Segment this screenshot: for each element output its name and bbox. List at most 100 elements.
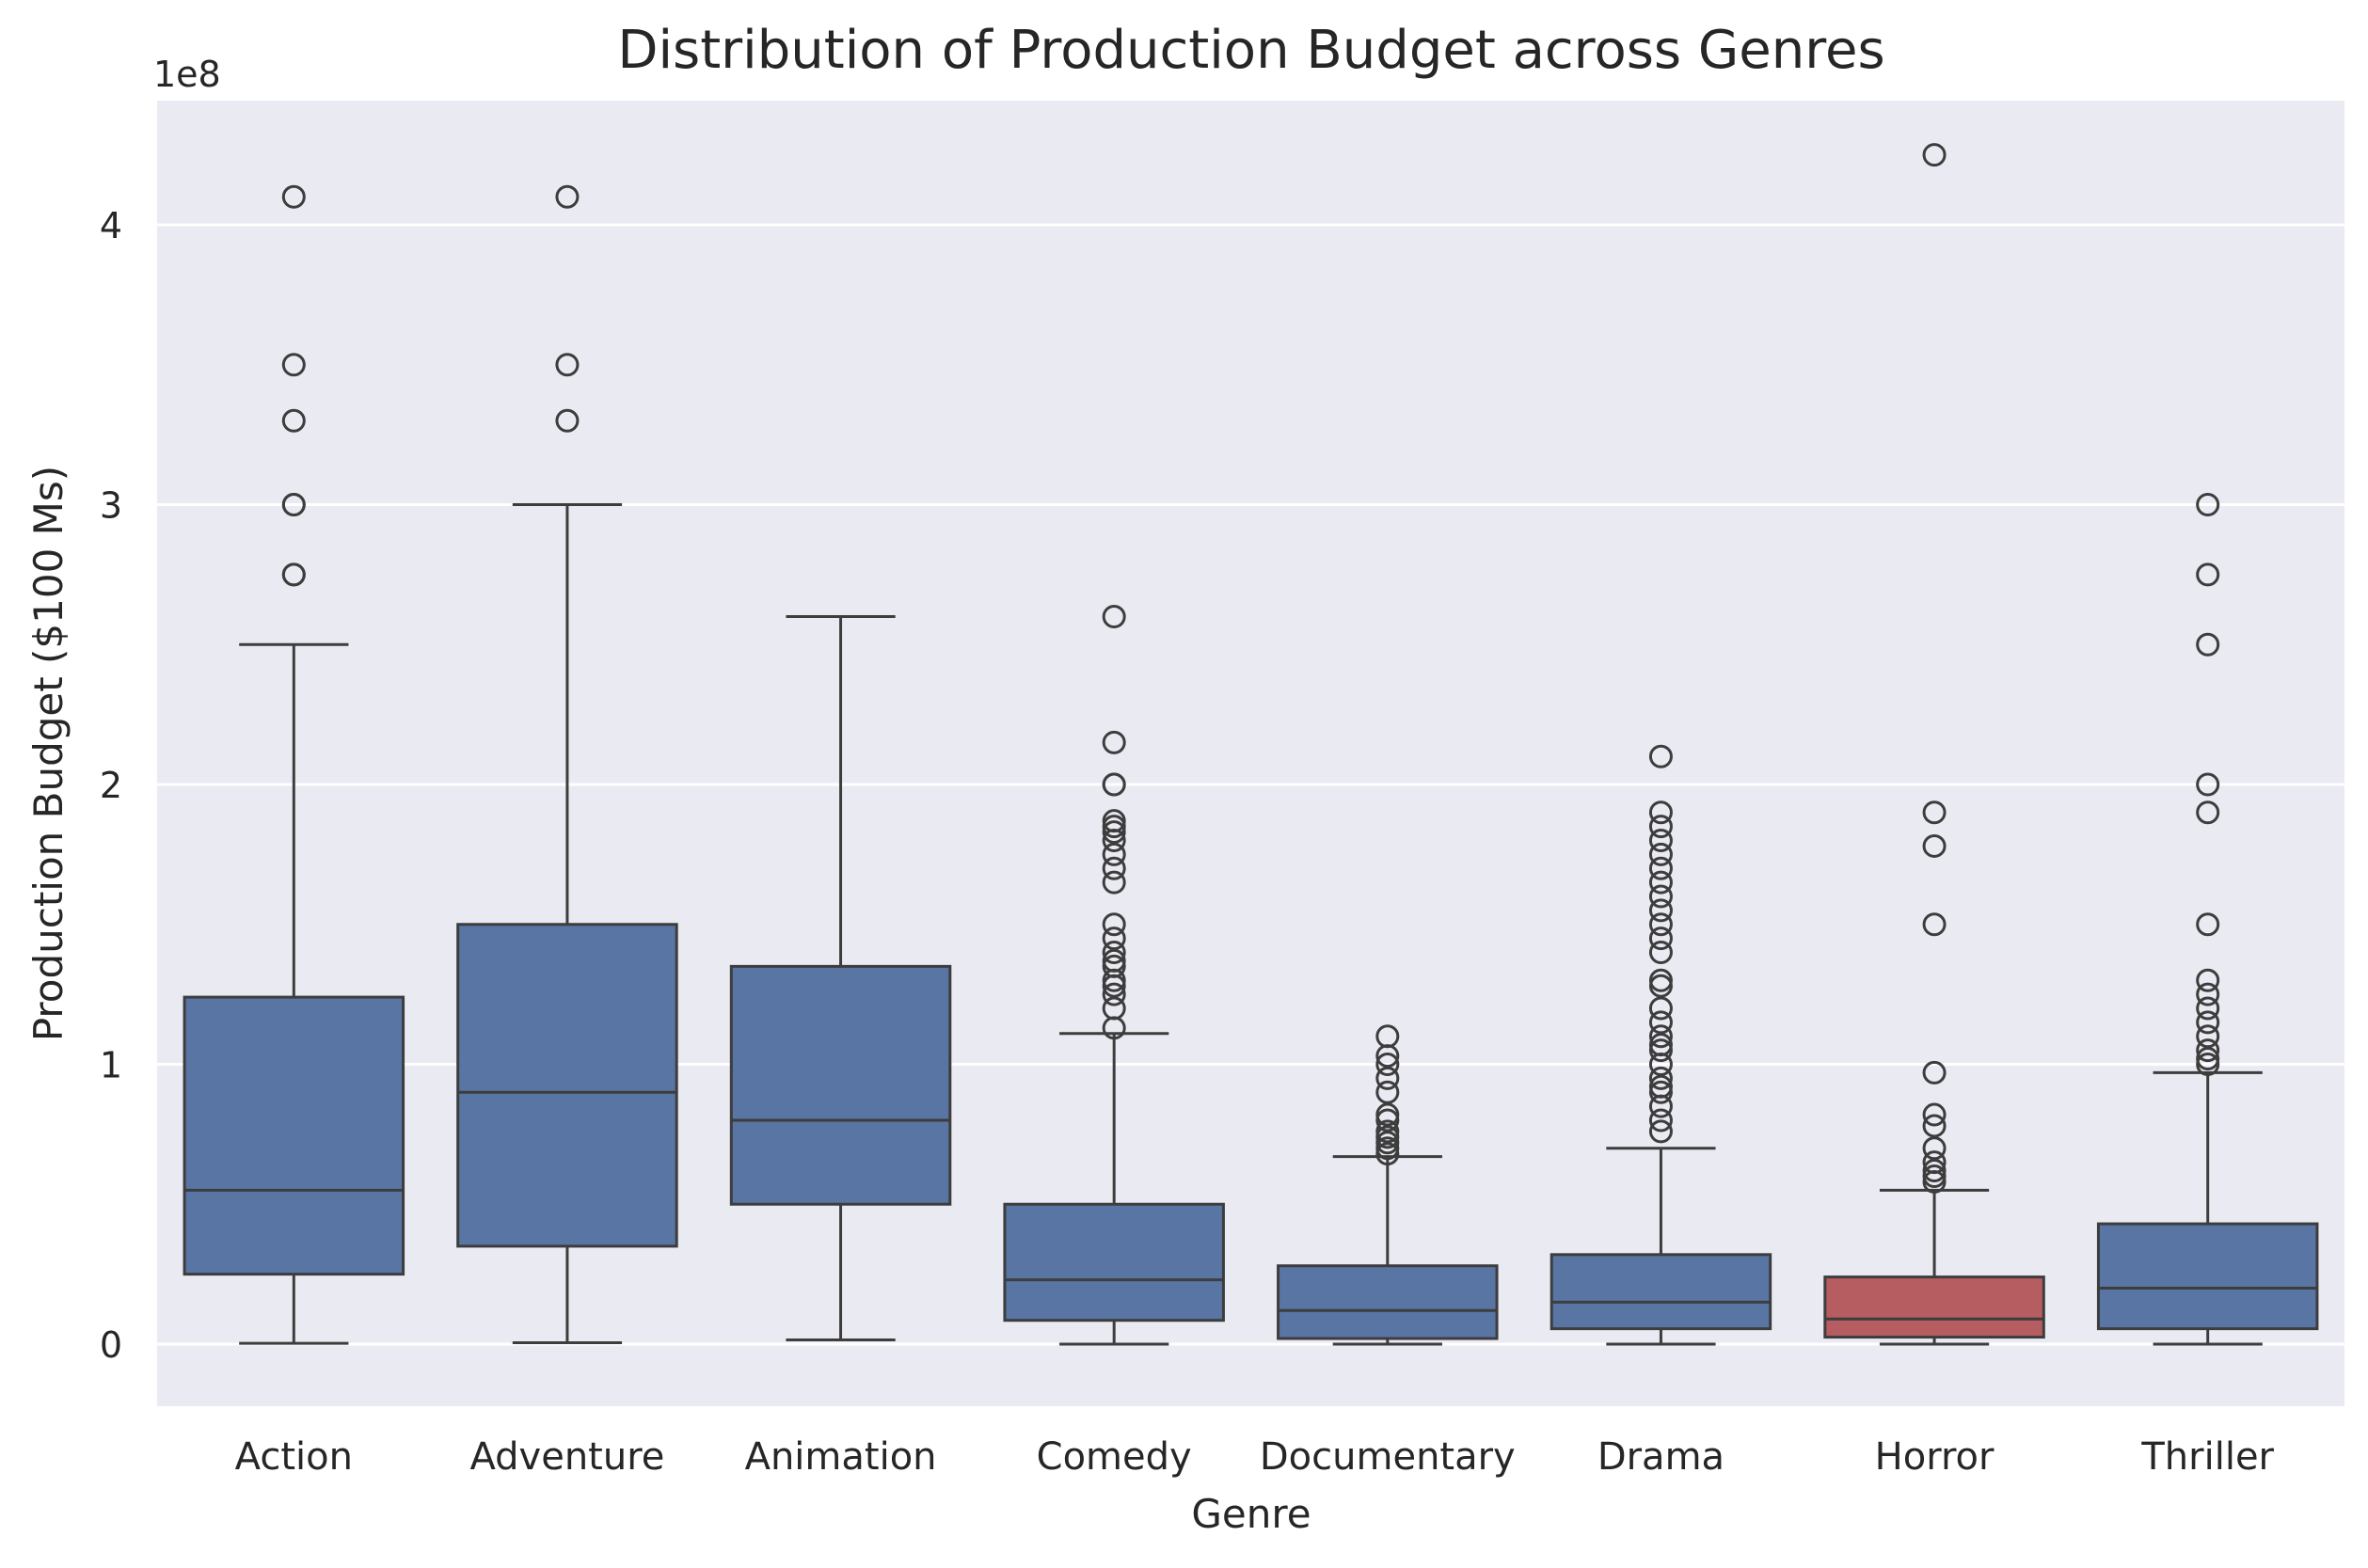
box-thriller (2096, 493, 2319, 1346)
outlier-comedy-9 (1102, 856, 1126, 880)
outlier-comedy-11 (1102, 912, 1126, 937)
iqr-box-adventure (456, 923, 678, 1248)
outlier-documentary-4 (1375, 1080, 1400, 1104)
outlier-thriller-13 (2196, 1053, 2220, 1076)
outlier-comedy-8 (1102, 842, 1126, 866)
iqr-box-action (183, 995, 405, 1276)
outlier-drama-2 (1648, 815, 1673, 839)
outlier-drama-24 (1648, 1108, 1673, 1132)
outlier-horror-9 (1922, 1159, 1947, 1183)
outlier-horror-4 (1922, 1060, 1947, 1085)
outlier-drama-11 (1648, 941, 1673, 964)
outlier-horror-3 (1922, 912, 1947, 937)
outlier-comedy-6 (1102, 820, 1126, 845)
outlier-thriller-12 (2196, 1047, 2220, 1071)
outlier-documentary-11 (1375, 1142, 1400, 1166)
iqr-box-horror (1823, 1275, 2045, 1339)
outlier-comedy-16 (1102, 968, 1126, 992)
outlier-drama-7 (1648, 884, 1673, 909)
outlier-drama-25 (1648, 1119, 1673, 1144)
outlier-drama-14 (1648, 996, 1673, 1021)
box-documentary (1277, 1024, 1499, 1346)
outlier-comedy-18 (1102, 982, 1126, 1006)
y-tick-label-4: 4 (100, 205, 122, 246)
outlier-drama-4 (1648, 842, 1673, 866)
outlier-documentary-9 (1375, 1131, 1400, 1155)
outlier-thriller-9 (2196, 1010, 2220, 1035)
y-offset-label: 1e8 (153, 54, 221, 95)
outlier-horror-5 (1922, 1102, 1947, 1127)
outlier-drama-10 (1648, 927, 1673, 951)
x-tick-label-adventure: Adventure (469, 1435, 664, 1479)
outlier-action-2 (281, 408, 306, 433)
outlier-action-0 (281, 184, 306, 209)
outlier-comedy-1 (1102, 730, 1126, 754)
outlier-adventure-0 (555, 184, 580, 209)
x-tick-label-action: Action (235, 1435, 353, 1479)
box-animation (729, 615, 952, 1342)
x-tick-label-animation: Animation (745, 1435, 937, 1479)
x-tick-label-horror: Horror (1875, 1435, 1995, 1479)
outlier-thriller-1 (2196, 562, 2220, 587)
y-tick-label-2: 2 (100, 765, 122, 806)
outlier-horror-10 (1922, 1164, 1947, 1188)
box-drama (1550, 744, 1772, 1346)
outlier-drama-12 (1648, 968, 1673, 992)
y-tick-label-1: 1 (100, 1045, 122, 1086)
box-action (183, 184, 405, 1345)
outlier-documentary-10 (1375, 1136, 1400, 1161)
outlier-documentary-2 (1375, 1053, 1400, 1076)
y-axis-label: Production Budget ($100 Ms) (25, 466, 72, 1041)
iqr-box-drama (1550, 1253, 1772, 1331)
outlier-thriller-11 (2196, 1038, 2220, 1063)
y-tick-labels: 0 1 2 3 4 (100, 205, 122, 1366)
outlier-documentary-7 (1375, 1119, 1400, 1144)
outlier-comedy-7 (1102, 829, 1126, 852)
outlier-drama-16 (1648, 1024, 1673, 1049)
x-tick-labels: Action Adventure Animation Comedy Documentar… (235, 1435, 2275, 1479)
outlier-thriller-5 (2196, 912, 2220, 937)
outlier-adventure-2 (555, 408, 580, 433)
outlier-action-1 (281, 353, 306, 377)
box-horror (1823, 143, 2045, 1346)
outlier-horror-1 (1922, 800, 1947, 825)
outlier-drama-23 (1648, 1094, 1673, 1118)
boxes (183, 143, 2319, 1346)
outlier-drama-19 (1648, 1053, 1673, 1076)
box-comedy (1003, 605, 1225, 1346)
outlier-documentary-5 (1375, 1102, 1400, 1127)
outlier-action-4 (281, 493, 306, 516)
outlier-horror-6 (1922, 1114, 1947, 1138)
outlier-drama-22 (1648, 1080, 1673, 1104)
outlier-thriller-6 (2196, 968, 2220, 992)
iqr-box-documentary (1277, 1264, 1499, 1340)
outlier-horror-0 (1922, 143, 1947, 167)
outlier-drama-1 (1648, 800, 1673, 825)
x-tick-label-documentary: Documentary (1260, 1435, 1516, 1479)
outlier-thriller-10 (2196, 1024, 2220, 1049)
outlier-documentary-3 (1375, 1066, 1400, 1090)
outlier-documentary-8 (1375, 1125, 1400, 1149)
x-tick-label-thriller: Thriller (2140, 1435, 2274, 1479)
outlier-thriller-7 (2196, 982, 2220, 1006)
outlier-comedy-5 (1102, 815, 1126, 839)
x-tick-label-comedy: Comedy (1037, 1435, 1192, 1479)
y-tick-label-3: 3 (100, 485, 122, 527)
outlier-documentary-6 (1375, 1108, 1400, 1132)
outlier-action-6 (281, 562, 306, 587)
outlier-drama-20 (1648, 1066, 1673, 1090)
outlier-horror-7 (1922, 1136, 1947, 1161)
outlier-drama-15 (1648, 1010, 1673, 1035)
x-axis-label: Genre (1191, 1491, 1311, 1537)
outlier-thriller-4 (2196, 800, 2220, 825)
outlier-horror-2 (1922, 833, 1947, 858)
outlier-drama-8 (1648, 898, 1673, 923)
chart-title: Distribution of Production Budget across… (617, 20, 1884, 81)
outlier-horror-11 (1922, 1169, 1947, 1194)
outlier-comedy-13 (1102, 941, 1126, 964)
outlier-drama-5 (1648, 856, 1673, 880)
outlier-thriller-2 (2196, 632, 2220, 657)
outlier-drama-3 (1648, 829, 1673, 852)
outlier-drama-18 (1648, 1038, 1673, 1063)
